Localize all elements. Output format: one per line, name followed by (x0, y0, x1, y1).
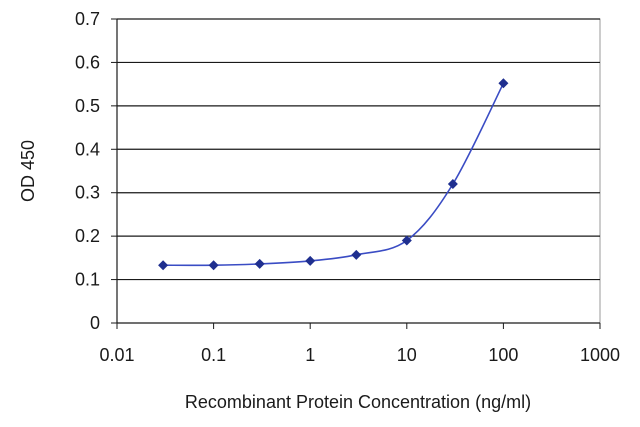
y-tick-label: 0.5 (75, 96, 100, 116)
data-point (351, 249, 362, 260)
y-tick-label: 0.1 (75, 270, 100, 290)
data-point (401, 235, 412, 246)
x-ticks: 0.01 0.1 1 10 100 1000 (99, 323, 620, 365)
x-tick-label: 0.1 (201, 345, 226, 365)
y-tick-label: 0 (90, 313, 100, 333)
y-tick-label: 0.3 (75, 183, 100, 203)
data-point (305, 255, 316, 266)
x-tick-label: 100 (488, 345, 518, 365)
x-tick-label: 10 (397, 345, 417, 365)
y-tick-label: 0.6 (75, 52, 100, 72)
x-tick-label: 1 (305, 345, 315, 365)
x-tick-label: 1000 (580, 345, 620, 365)
plot-area (116, 18, 601, 324)
y-tick-label: 0.2 (75, 226, 100, 246)
data-point (498, 78, 509, 89)
grid (117, 18, 600, 281)
data-point (447, 179, 458, 190)
data-point (158, 260, 169, 271)
x-tick-label: 0.01 (99, 345, 134, 365)
y-tick-label: 0.7 (75, 9, 100, 29)
y-ticks: 0 0.1 0.2 0.3 0.4 0.5 0.6 0.7 (75, 9, 117, 333)
data-point (208, 260, 219, 271)
y-axis-title: OD 450 (18, 140, 38, 202)
series-layer (158, 78, 509, 271)
x-axis-title: Recombinant Protein Concentration (ng/ml… (185, 392, 531, 412)
data-point (254, 258, 265, 269)
y-tick-label: 0.4 (75, 139, 100, 159)
